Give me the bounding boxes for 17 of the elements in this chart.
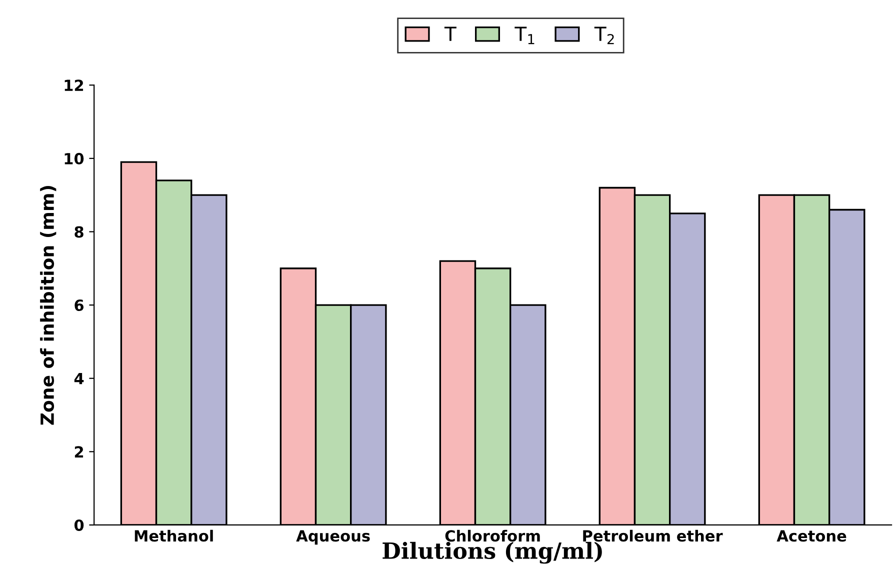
x-tick-label: Aqueous [296,530,370,545]
y-tick-label: 0 [74,519,84,531]
x-tick-label: Methanol [134,530,213,542]
x-tick-label: Acetone [776,530,846,542]
y-tick-label: 2 [74,446,84,458]
x-tick-label: Chloroform [445,530,540,542]
y-tick-label: 6 [74,300,84,312]
y-axis-title: Zone of inhibition (mm) [40,186,56,425]
y-tick-label: 4 [74,373,84,384]
y-tick-label: 12 [64,80,84,91]
legend-label: T$_{2}$ [594,26,614,44]
x-axis-title: Dilutions (mg/ml) [382,542,602,564]
legend-label: T [444,26,456,41]
y-tick-label: 10 [64,152,84,164]
y-tick-label: 8 [74,226,84,238]
x-tick-label: Petroleum ether [583,530,723,542]
legend-label: T$_{1}$ [514,26,534,44]
